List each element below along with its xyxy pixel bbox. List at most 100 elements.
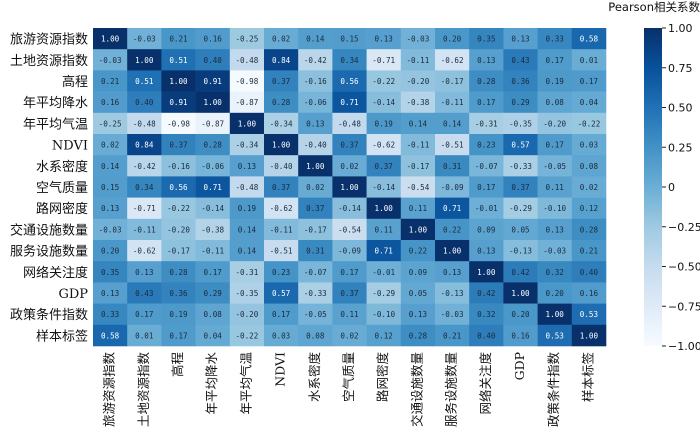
column-label: 土地资源指数 bbox=[136, 352, 151, 428]
heatmap-cell bbox=[469, 155, 504, 177]
cell-value-label: 0.13 bbox=[443, 268, 461, 277]
heatmap-cell bbox=[229, 134, 265, 156]
cell-value-label: -0.16 bbox=[304, 77, 327, 86]
heatmap-cell bbox=[93, 282, 128, 304]
cell-value-label: 0.84 bbox=[272, 56, 291, 65]
heatmap-cell bbox=[93, 324, 128, 347]
heatmap-cell bbox=[435, 134, 470, 156]
heatmap-cell bbox=[332, 28, 367, 50]
heatmap-cell bbox=[537, 324, 573, 347]
cell-value-label: -0.09 bbox=[441, 183, 464, 192]
cell-value-label: -0.11 bbox=[133, 225, 156, 234]
heatmap-cell bbox=[161, 218, 196, 241]
heatmap-grid: 1.00 -0.03 0.21 0.16 -0.25 0.02 0.14 0.15 0.13 -0… bbox=[93, 28, 607, 347]
cell-value-label: 0.56 bbox=[169, 183, 188, 192]
cell-value-label: 0.08 bbox=[546, 98, 565, 107]
cell-value-label: 0.04 bbox=[580, 98, 599, 107]
cell-value-label: 0.17 bbox=[477, 98, 495, 107]
cell-value-label: -0.71 bbox=[372, 56, 395, 65]
cell-value-label: 0.43 bbox=[135, 289, 153, 298]
row-label: 政策条件指数 bbox=[10, 307, 88, 323]
cell-value-label: -0.62 bbox=[441, 56, 464, 65]
heatmap-cell bbox=[332, 303, 367, 326]
heatmap-cell bbox=[332, 197, 367, 220]
cell-value-label: 0.32 bbox=[477, 310, 495, 319]
cell-value-label: 0.01 bbox=[580, 56, 599, 65]
heatmap-cell bbox=[195, 134, 231, 156]
heatmap-cell bbox=[93, 197, 128, 220]
row-label: 水系密度 bbox=[36, 159, 88, 175]
cell-value-label: -0.14 bbox=[338, 204, 361, 213]
cell-value-label: 0.02 bbox=[101, 141, 119, 150]
heatmap-cell bbox=[298, 282, 333, 304]
heatmap-cell bbox=[93, 240, 128, 262]
cell-value-label: 0.20 bbox=[546, 289, 565, 298]
cell-value-label: 0.22 bbox=[443, 225, 461, 234]
heatmap-cell bbox=[298, 49, 333, 71]
cell-value-label: 0.23 bbox=[477, 141, 495, 150]
heatmap-cell bbox=[161, 70, 196, 92]
cell-value-label: 0.17 bbox=[135, 310, 153, 319]
cell-value-label: -0.03 bbox=[543, 247, 566, 256]
cell-value-label: -0.17 bbox=[441, 77, 464, 86]
heatmap-cell bbox=[435, 176, 470, 198]
cell-value-label: 0.19 bbox=[375, 119, 394, 128]
heatmap-cell bbox=[195, 155, 231, 177]
heatmap-cell bbox=[400, 324, 436, 347]
heatmap-cell bbox=[264, 176, 299, 198]
heatmap-cell bbox=[537, 28, 573, 50]
cell-value-label: -0.54 bbox=[406, 183, 429, 192]
heatmap-cell bbox=[571, 155, 607, 177]
heatmap-cell bbox=[229, 176, 265, 198]
cell-value-label: 0.02 bbox=[306, 183, 324, 192]
heatmap-cell bbox=[503, 324, 538, 347]
cell-value-label: 0.33 bbox=[546, 35, 564, 44]
row-label: 空气质量 bbox=[36, 180, 88, 196]
colorbar-tick-label: 0.75 bbox=[668, 62, 693, 75]
heatmap-cell bbox=[195, 282, 231, 304]
heatmap-cell bbox=[400, 176, 436, 198]
cell-value-label: 0.13 bbox=[306, 119, 324, 128]
heatmap-cell bbox=[503, 261, 538, 283]
colorbar-title: Pearson相关系数 bbox=[608, 0, 700, 14]
cell-value-label: -0.14 bbox=[201, 204, 224, 213]
heatmap-cell bbox=[503, 28, 538, 50]
colorbar-tick-label: 1.00 bbox=[668, 22, 693, 35]
heatmap-cell bbox=[469, 218, 504, 241]
cell-value-label: -0.17 bbox=[304, 225, 327, 234]
heatmap-cell bbox=[127, 134, 162, 156]
heatmap-cell bbox=[332, 282, 367, 304]
heatmap-cell bbox=[366, 282, 402, 304]
cell-value-label: 0.21 bbox=[580, 247, 599, 256]
heatmap-cell bbox=[93, 70, 128, 92]
row-label: 高程 bbox=[62, 74, 88, 90]
cell-value-label: 0.71 bbox=[204, 183, 223, 192]
row-label: 年平均降水 bbox=[23, 96, 88, 111]
heatmap-cell bbox=[435, 261, 470, 283]
heatmap-cell bbox=[195, 240, 231, 262]
cell-value-label: -0.98 bbox=[167, 119, 190, 128]
heatmap-cell bbox=[366, 70, 402, 92]
cell-value-label: 0.13 bbox=[238, 162, 256, 171]
cell-value-label: -0.01 bbox=[372, 268, 395, 277]
heatmap-cell bbox=[264, 218, 299, 241]
heatmap-cell bbox=[229, 70, 265, 92]
colorbar: Pearson相关系数 1.00 0.75 0.50 0.25 0 −0.25 −0.50 −… bbox=[608, 0, 700, 353]
cell-value-label: 0.71 bbox=[443, 204, 462, 213]
heatmap-cell bbox=[435, 28, 470, 50]
heatmap-cell bbox=[229, 218, 265, 241]
heatmap-cell bbox=[435, 303, 470, 326]
cell-value-label: -0.29 bbox=[509, 204, 532, 213]
cell-value-label: -0.34 bbox=[270, 119, 293, 128]
cell-value-label: 0.11 bbox=[409, 204, 428, 213]
heatmap-cell bbox=[264, 282, 299, 304]
cell-value-label: 0.22 bbox=[409, 247, 427, 256]
heatmap-cell bbox=[469, 324, 504, 347]
heatmap-cell bbox=[161, 28, 196, 50]
heatmap-cell bbox=[571, 240, 607, 262]
heatmap-cell bbox=[435, 112, 470, 135]
cell-value-label: 0.42 bbox=[477, 289, 495, 298]
heatmap-cell bbox=[161, 155, 196, 177]
heatmap-cell bbox=[229, 155, 265, 177]
column-label: 路网密度 bbox=[375, 352, 390, 403]
